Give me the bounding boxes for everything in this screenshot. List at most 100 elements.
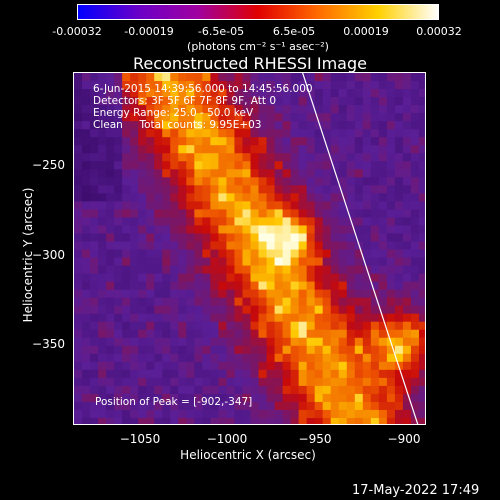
image-pixel	[122, 121, 131, 130]
image-pixel	[122, 385, 131, 395]
image-pixel	[106, 209, 115, 218]
image-pixel	[290, 225, 300, 234]
image-pixel	[98, 185, 107, 194]
image-pixel	[186, 241, 195, 250]
image-pixel	[274, 113, 284, 122]
image-pixel	[162, 105, 171, 114]
image-pixel	[266, 73, 276, 82]
image-pixel	[98, 297, 107, 307]
image-pixel	[138, 185, 147, 194]
image-pixel	[250, 313, 260, 323]
image-pixel	[370, 185, 380, 194]
image-pixel	[314, 153, 324, 162]
image-pixel	[258, 225, 268, 234]
image-pixel	[234, 345, 243, 355]
image-pixel	[122, 305, 131, 315]
image-pixel	[130, 153, 139, 162]
image-pixel	[298, 73, 308, 82]
image-pixel	[218, 281, 227, 291]
image-pixel	[362, 89, 372, 98]
image-pixel	[282, 369, 292, 379]
image-pixel	[354, 361, 364, 371]
image-pixel	[178, 241, 187, 250]
image-pixel	[82, 233, 91, 242]
image-pixel	[210, 121, 219, 130]
image-pixel	[138, 257, 147, 267]
image-pixel	[306, 393, 316, 403]
image-pixel	[82, 193, 91, 202]
image-pixel	[226, 89, 235, 98]
image-pixel	[106, 137, 115, 146]
image-pixel	[338, 273, 348, 283]
image-pixel	[130, 81, 139, 90]
image-pixel	[418, 313, 425, 323]
image-pixel	[338, 161, 348, 170]
image-pixel	[410, 361, 420, 371]
image-pixel	[394, 417, 404, 424]
image-pixel	[74, 161, 83, 170]
image-pixel	[194, 377, 203, 387]
image-pixel	[114, 89, 123, 98]
image-pixel	[194, 353, 203, 363]
image-pixel	[290, 377, 300, 387]
image-pixel	[322, 177, 332, 186]
image-pixel	[298, 233, 308, 242]
image-pixel	[410, 329, 420, 339]
image-pixel	[330, 153, 340, 162]
image-pixel	[106, 385, 115, 395]
image-pixel	[210, 281, 219, 291]
image-pixel	[402, 73, 412, 82]
image-pixel	[74, 217, 83, 226]
image-pixel	[330, 121, 340, 130]
image-pixel	[354, 337, 364, 347]
image-pixel	[146, 161, 155, 170]
image-pixel	[178, 249, 187, 259]
image-pixel	[386, 209, 396, 218]
image-pixel	[314, 265, 324, 275]
image-pixel	[202, 401, 211, 411]
image-pixel	[242, 225, 251, 234]
image-pixel	[186, 137, 195, 146]
image-pixel	[354, 417, 364, 424]
image-pixel	[410, 393, 420, 403]
image-pixel	[186, 217, 195, 226]
image-pixel	[402, 217, 412, 226]
image-pixel	[234, 89, 243, 98]
image-pixel	[378, 193, 388, 202]
image-pixel	[274, 105, 284, 114]
image-pixel	[114, 217, 123, 226]
image-pixel	[386, 369, 396, 379]
image-pixel	[74, 177, 83, 186]
image-pixel	[410, 169, 420, 178]
image-pixel	[362, 225, 372, 234]
image-pixel	[98, 233, 107, 242]
image-pixel	[90, 177, 99, 186]
image-pixel	[394, 345, 404, 355]
image-pixel	[178, 81, 187, 90]
image-pixel	[322, 281, 332, 291]
image-pixel	[378, 145, 388, 154]
image-pixel	[370, 113, 380, 122]
image-pixel	[74, 73, 83, 82]
image-pixel	[242, 81, 251, 90]
image-pixel	[402, 177, 412, 186]
image-pixel	[178, 169, 187, 178]
image-pixel	[146, 313, 155, 323]
image-pixel	[354, 369, 364, 379]
image-pixel	[226, 321, 235, 331]
image-pixel	[290, 345, 300, 355]
image-pixel	[226, 225, 235, 234]
image-pixel	[162, 217, 171, 226]
image-pixel	[98, 377, 107, 387]
image-pixel	[386, 273, 396, 283]
image-pixel	[170, 97, 179, 106]
image-pixel	[378, 161, 388, 170]
image-pixel	[154, 281, 163, 291]
image-pixel	[250, 73, 260, 82]
image-pixel	[114, 305, 123, 315]
image-pixel	[138, 393, 147, 403]
image-pixel	[202, 249, 211, 259]
image-pixel	[82, 81, 91, 90]
colorbar-tick: 0.00032	[416, 25, 462, 38]
image-pixel	[90, 337, 99, 347]
